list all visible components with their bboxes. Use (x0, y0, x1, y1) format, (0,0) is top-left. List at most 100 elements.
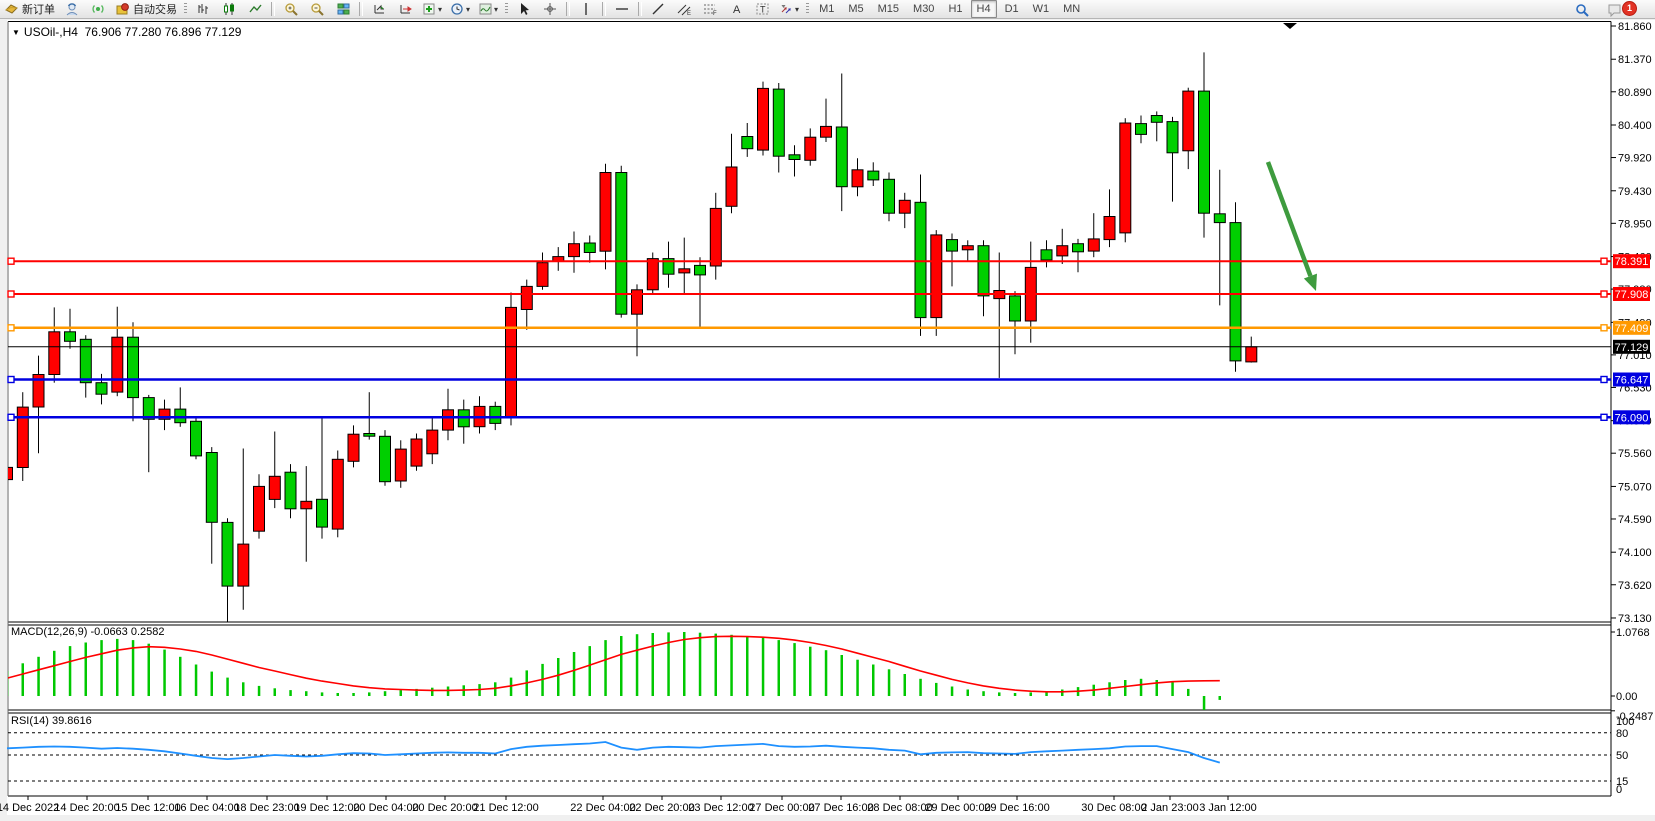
svg-text:E: E (687, 11, 691, 16)
timeframe-W1-button[interactable]: W1 (1032, 3, 1050, 15)
macd-axis-label: -0.2487 (1616, 711, 1653, 723)
line-handle[interactable] (7, 257, 15, 265)
timeframe-MN-button[interactable]: MN (1063, 3, 1081, 15)
date-axis-label: 15 Dec 12:00 (115, 802, 180, 814)
macd-bar (903, 674, 906, 696)
candle-body (174, 408, 187, 424)
chart-dropdown-icon[interactable]: ▼ (12, 28, 20, 37)
chevron-down-icon[interactable]: ▾ (494, 4, 499, 14)
macd-bar (777, 640, 780, 696)
macd-bar (887, 669, 891, 696)
trend-arrow-head[interactable] (1303, 273, 1317, 291)
toolbar-label-tool-button[interactable]: T (750, 0, 774, 18)
timeframe-M5-button[interactable]: M5 (848, 3, 864, 15)
candle-body (32, 374, 45, 408)
toolbar-channel-tool-button[interactable]: E (672, 0, 696, 18)
timeframe-M30-button[interactable]: M30 (913, 3, 935, 15)
candle-body (946, 239, 958, 252)
candle-body (1182, 90, 1195, 152)
date-axis-label: 29 Dec 16:00 (984, 802, 1049, 814)
toolbar-crosshair-button[interactable] (538, 0, 562, 18)
chart-ohlc-values: 76.906 77.280 76.896 77.129 (84, 25, 242, 39)
line-handle[interactable] (1600, 413, 1608, 421)
candle-body (237, 543, 250, 587)
toolbar-arrows-tool-button[interactable]: ▾ (776, 0, 802, 18)
toolbar-bar-chart-mode-button[interactable] (191, 0, 215, 18)
toolbar-market-watch-button[interactable] (60, 0, 84, 18)
toolbar-text-tool-button[interactable]: A (724, 0, 748, 18)
timeframe-D1-button[interactable]: D1 (1004, 3, 1019, 15)
toolbar-auto-scroll-button[interactable] (393, 0, 417, 18)
candle-body (316, 498, 328, 528)
date-axis-label: 16 Dec 04:00 (174, 802, 239, 814)
line-handle[interactable] (1600, 290, 1608, 298)
toolbar-candle-chart-mode-button[interactable] (217, 0, 241, 18)
toolbar-autotrading-button[interactable]: 自动交易 (112, 0, 180, 18)
chat-icon[interactable] (1603, 1, 1627, 19)
candle-body (1229, 222, 1242, 362)
macd-bar (998, 692, 1001, 696)
candle-body (741, 136, 754, 150)
timeframe-H1-button[interactable]: H1 (948, 3, 963, 15)
line-handle[interactable] (1600, 257, 1608, 265)
macd-axis-label: 0.00 (1616, 691, 1637, 703)
toolbar-periods-button[interactable]: ▾ (447, 0, 473, 18)
svg-text:T: T (760, 5, 766, 15)
toolbar-templates-button[interactable]: ▾ (475, 0, 501, 18)
candle-body (977, 245, 990, 297)
candle-body (678, 268, 691, 274)
toolbar-chart-shift-button[interactable] (367, 0, 391, 18)
search-icon[interactable] (1570, 1, 1594, 19)
toolbar-trendline-tool-button[interactable] (646, 0, 670, 18)
line-handle[interactable] (7, 375, 15, 384)
macd-bar (289, 690, 292, 696)
toolbar-zoom-in-button[interactable] (279, 0, 303, 18)
price-tag-label: 77.908 (1615, 289, 1649, 301)
macd-bar (147, 643, 150, 696)
macd-bar (635, 634, 639, 696)
toolbar-hline-tool-button[interactable] (610, 0, 634, 18)
timeframe-H4-button[interactable]: H4 (970, 0, 997, 18)
toolbar-zoom-out-button[interactable] (305, 0, 329, 18)
price-tag-label: 76.647 (1615, 375, 1649, 387)
trend-arrow[interactable] (1265, 161, 1313, 277)
candle-body (8, 466, 13, 481)
line-handle[interactable] (7, 290, 15, 298)
toolbar-vline-tool-button[interactable] (574, 0, 598, 18)
chevron-down-icon[interactable]: ▾ (438, 4, 443, 14)
date-axis-label: 14 Dec 20:00 (54, 802, 119, 814)
toolbar-signals-button[interactable] (86, 0, 110, 18)
candle-body (568, 243, 580, 258)
candle-body (961, 245, 974, 251)
toolbar-tile-windows-button[interactable] (331, 0, 355, 18)
candle-body (64, 331, 76, 342)
price-axis-label: 80.890 (1618, 87, 1652, 99)
timeframe-M1-button[interactable]: M1 (819, 3, 835, 15)
macd-bar (572, 652, 576, 696)
price-axis-label: 73.620 (1618, 580, 1652, 592)
date-axis-label: 21 Dec 12:00 (473, 802, 538, 814)
macd-bar (1124, 680, 1127, 696)
line-handle[interactable] (1600, 324, 1608, 332)
macd-bar (1202, 696, 1206, 710)
toolbar-line-chart-mode-button[interactable] (243, 0, 267, 18)
candle-body (1166, 121, 1179, 154)
macd-bar (840, 655, 843, 696)
candle-body (158, 408, 171, 420)
chart-shift-marker (1283, 23, 1297, 29)
date-axis-label: 27 Dec 16:00 (808, 802, 873, 814)
toolbar-new-order-button[interactable]: 新订单 (1, 0, 58, 18)
line-handle[interactable] (1600, 375, 1608, 384)
notification-badge[interactable]: 1 (1622, 0, 1637, 16)
chevron-down-icon[interactable]: ▾ (795, 4, 800, 14)
line-handle[interactable] (7, 324, 15, 332)
macd-bar (856, 659, 859, 696)
timeframe-M15-button[interactable]: M15 (877, 3, 900, 15)
toolbar-cursor-button[interactable] (512, 0, 536, 18)
line-handle[interactable] (7, 413, 15, 421)
toolbar-fibo-tool-button[interactable]: F (698, 0, 722, 18)
toolbar-indicators-button[interactable]: ▾ (419, 0, 445, 18)
candle-body (694, 264, 706, 276)
date-axis-label: 28 Dec 08:00 (867, 802, 932, 814)
chevron-down-icon[interactable]: ▾ (466, 4, 471, 14)
